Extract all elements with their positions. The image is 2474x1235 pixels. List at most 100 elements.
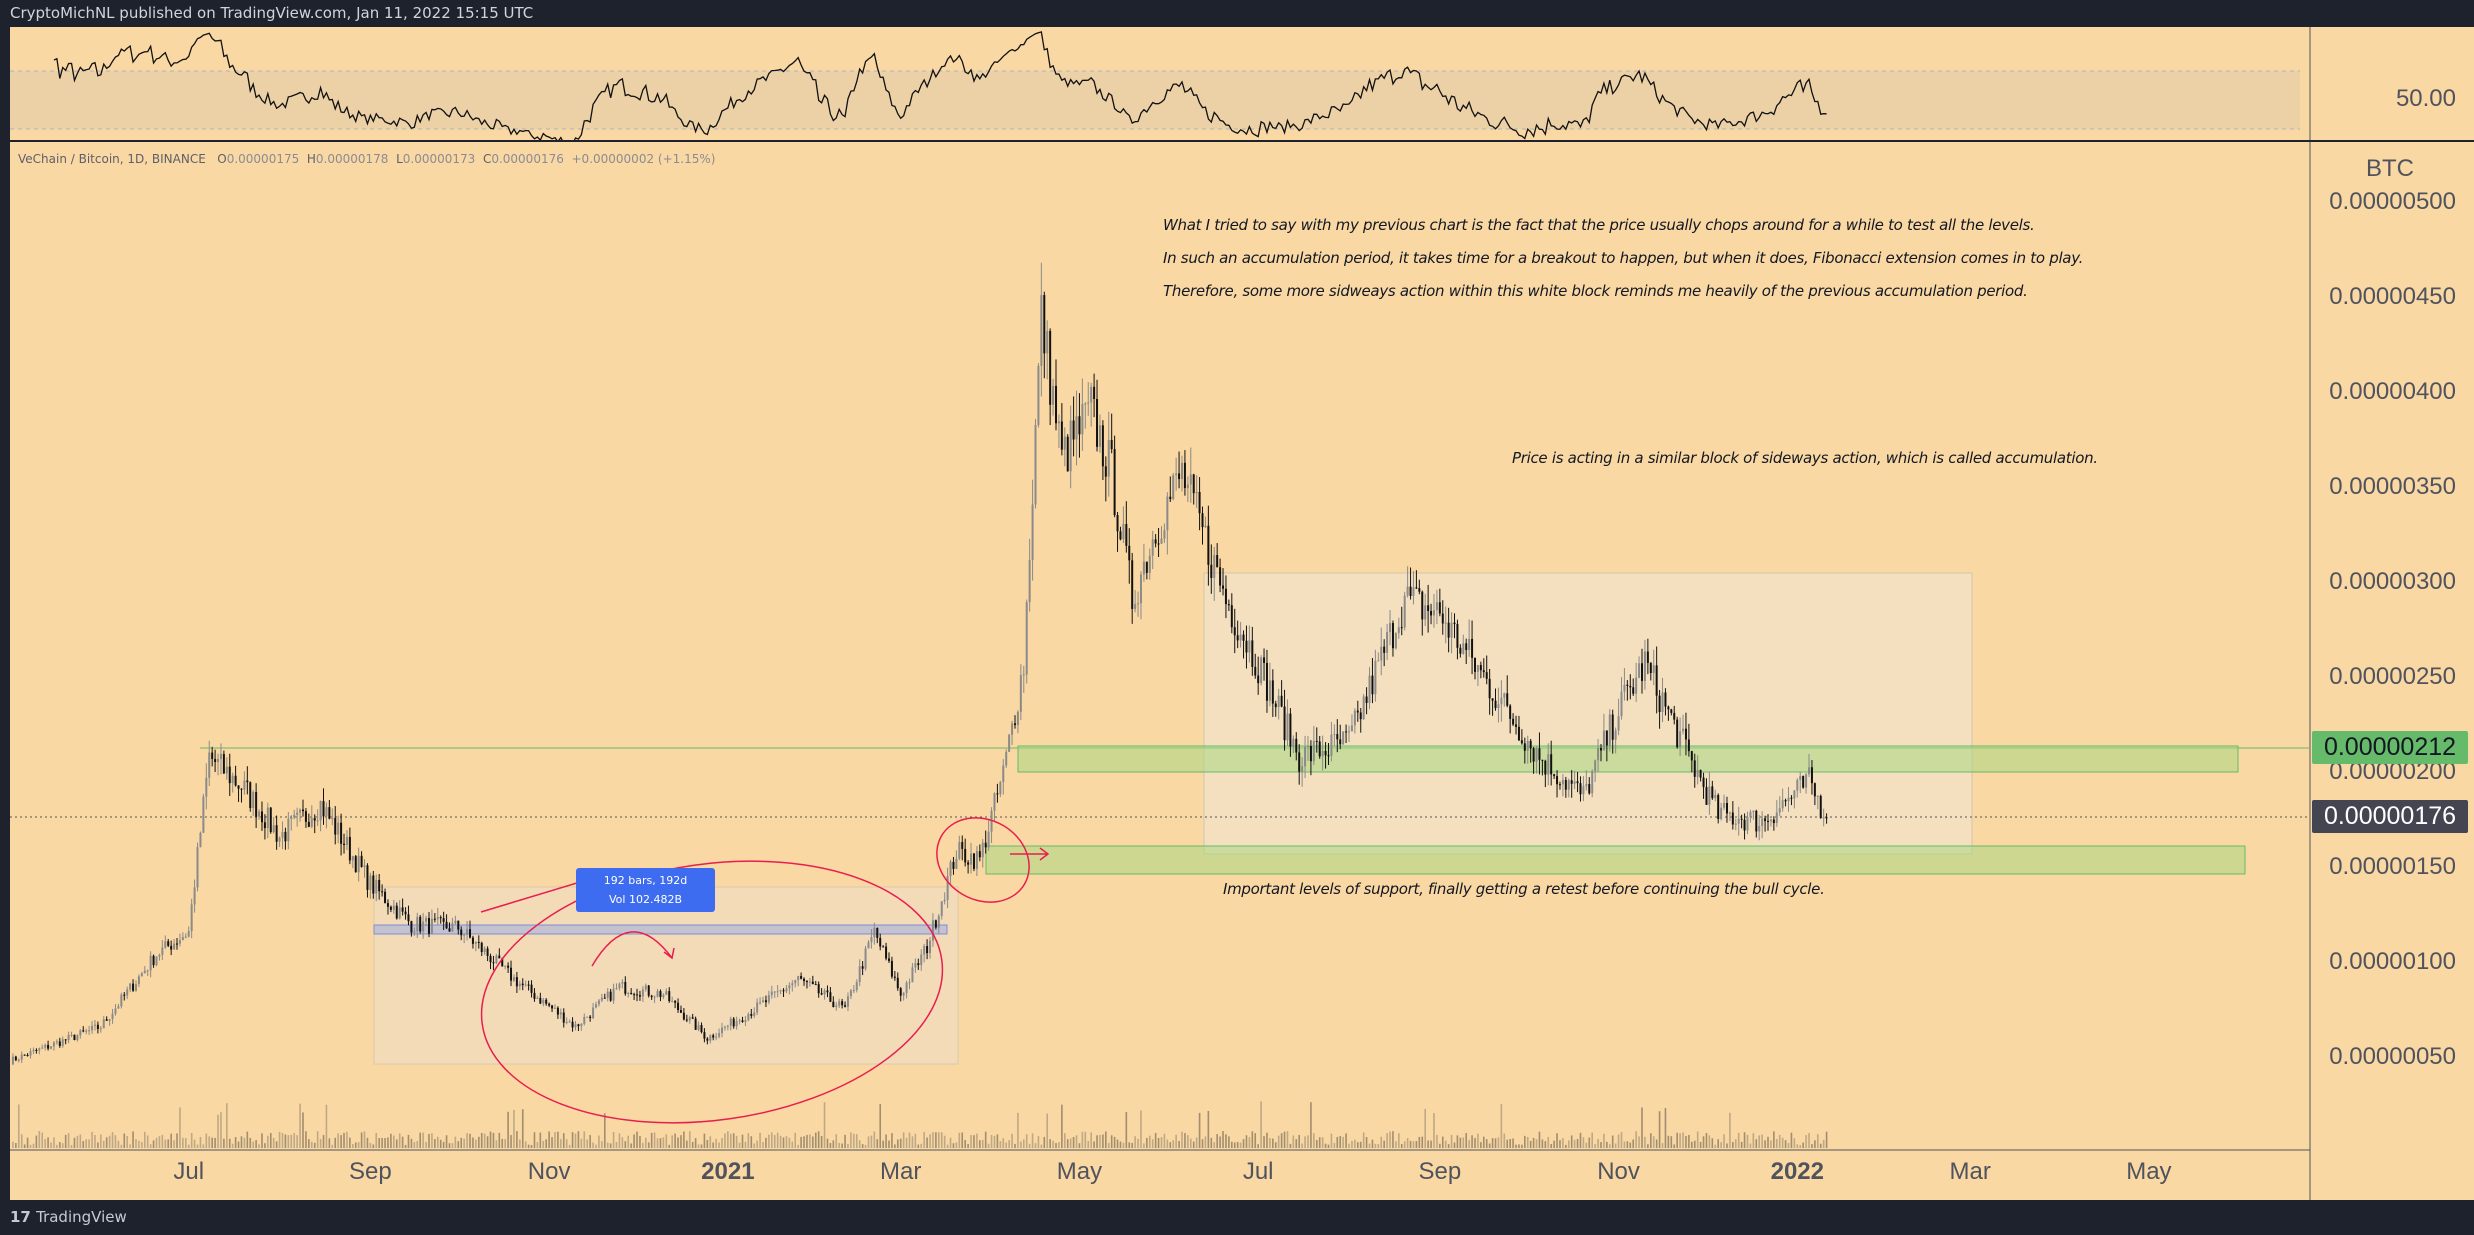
candle (1749, 811, 1752, 818)
candle (1400, 627, 1403, 629)
volume-bar (768, 1134, 770, 1148)
candle (1708, 786, 1711, 805)
candle (29, 1051, 32, 1056)
candle (1725, 802, 1728, 814)
volume-bar (445, 1135, 448, 1148)
candle (132, 983, 135, 991)
candle (1661, 692, 1664, 712)
note-support[interactable]: Important levels of support, finally get… (1223, 880, 1825, 898)
candle (1670, 709, 1673, 713)
candle (1737, 818, 1740, 824)
volume-bar (812, 1136, 814, 1148)
candle (1327, 755, 1330, 757)
volume-bar (820, 1135, 823, 1148)
volume-bar (1043, 1136, 1046, 1148)
candle (1157, 543, 1160, 545)
price-chart[interactable] (10, 142, 2474, 1200)
candle (1148, 555, 1151, 573)
symbol-title[interactable]: VeChain / Bitcoin, 1D, BINANCE (18, 152, 206, 166)
volume-bar (1603, 1133, 1605, 1148)
candle (1822, 817, 1825, 819)
volume-bar (354, 1142, 357, 1148)
candle (325, 807, 328, 817)
volume-bar (782, 1137, 785, 1148)
measure-label[interactable]: 192 bars, 192d Vol 102.482B (576, 868, 715, 912)
volume-bar (1201, 1139, 1204, 1148)
note-price-accumulation[interactable]: Price is acting in a similar block of si… (1512, 449, 2098, 467)
candle (674, 1000, 677, 1003)
note-line-2[interactable]: In such an accumulation period, it takes… (1163, 249, 2084, 267)
candle (665, 991, 668, 995)
volume-bar (1632, 1139, 1635, 1148)
candle (571, 1021, 574, 1028)
candle (530, 984, 533, 993)
candle (260, 811, 263, 823)
volume-bar (1814, 1140, 1816, 1148)
volume-bar (105, 1137, 108, 1148)
candle (539, 997, 542, 1004)
volume-bar (1655, 1139, 1658, 1148)
candle (281, 831, 284, 838)
volume-bar (1541, 1139, 1544, 1148)
candle (293, 814, 296, 818)
volume-bar (861, 1144, 864, 1148)
candle (808, 981, 811, 983)
candle (1224, 588, 1227, 605)
candle (504, 965, 507, 967)
volume-bar (343, 1132, 345, 1148)
volume-bar (1116, 1139, 1119, 1148)
candle (1312, 740, 1315, 762)
tradingview-logo[interactable]: ᠎17 TradingView (10, 1208, 127, 1226)
candle (738, 1020, 741, 1022)
candle (1682, 728, 1685, 732)
volume-bar (375, 1132, 378, 1148)
candle (841, 1001, 844, 1006)
volume-bar (1623, 1141, 1626, 1148)
note-line-1[interactable]: What I tried to say with my previous cha… (1163, 216, 2035, 234)
candle (835, 1005, 838, 1007)
candle (258, 811, 261, 817)
volume-bar (1392, 1131, 1394, 1148)
volume-bar (791, 1141, 794, 1148)
volume-bar (1122, 1142, 1125, 1148)
candle (1292, 738, 1295, 747)
volume-bar (835, 1134, 838, 1148)
candle (583, 1016, 586, 1025)
volume-bar (888, 1140, 890, 1148)
volume-bar (492, 1132, 495, 1148)
candle (427, 918, 430, 934)
candle (313, 818, 316, 821)
note-line-3[interactable]: Therefore, some more sidweays action wit… (1163, 282, 2028, 300)
volume-bar (609, 1143, 612, 1148)
volume-bar (1535, 1139, 1538, 1148)
candle (1784, 800, 1787, 802)
volume-bar (15, 1143, 17, 1148)
candle (741, 1020, 744, 1022)
candle (1421, 591, 1424, 620)
volume-bar (1310, 1102, 1312, 1148)
volume-bar (1433, 1112, 1435, 1148)
candle (1599, 748, 1602, 751)
candle (407, 914, 410, 922)
volume-bar (691, 1141, 694, 1148)
volume-bar (1260, 1101, 1262, 1148)
candle (398, 907, 401, 919)
volume-bar (1714, 1144, 1717, 1148)
candle (1002, 765, 1005, 782)
volume-bar (530, 1144, 533, 1148)
candle (1321, 750, 1324, 757)
volume-bar (1538, 1131, 1541, 1148)
candle (565, 1021, 568, 1023)
candle (811, 981, 814, 985)
volume-bar (674, 1133, 676, 1148)
volume-bar (1354, 1139, 1356, 1148)
volume-bar (794, 1132, 797, 1148)
volume-bar (1497, 1137, 1500, 1148)
volume-bar (1395, 1141, 1397, 1148)
volume-bar (785, 1135, 788, 1148)
candle (351, 856, 354, 861)
volume-bar (557, 1131, 559, 1148)
candle (1069, 420, 1072, 472)
volume-bar (1658, 1111, 1661, 1148)
volume-bar (1178, 1141, 1180, 1148)
